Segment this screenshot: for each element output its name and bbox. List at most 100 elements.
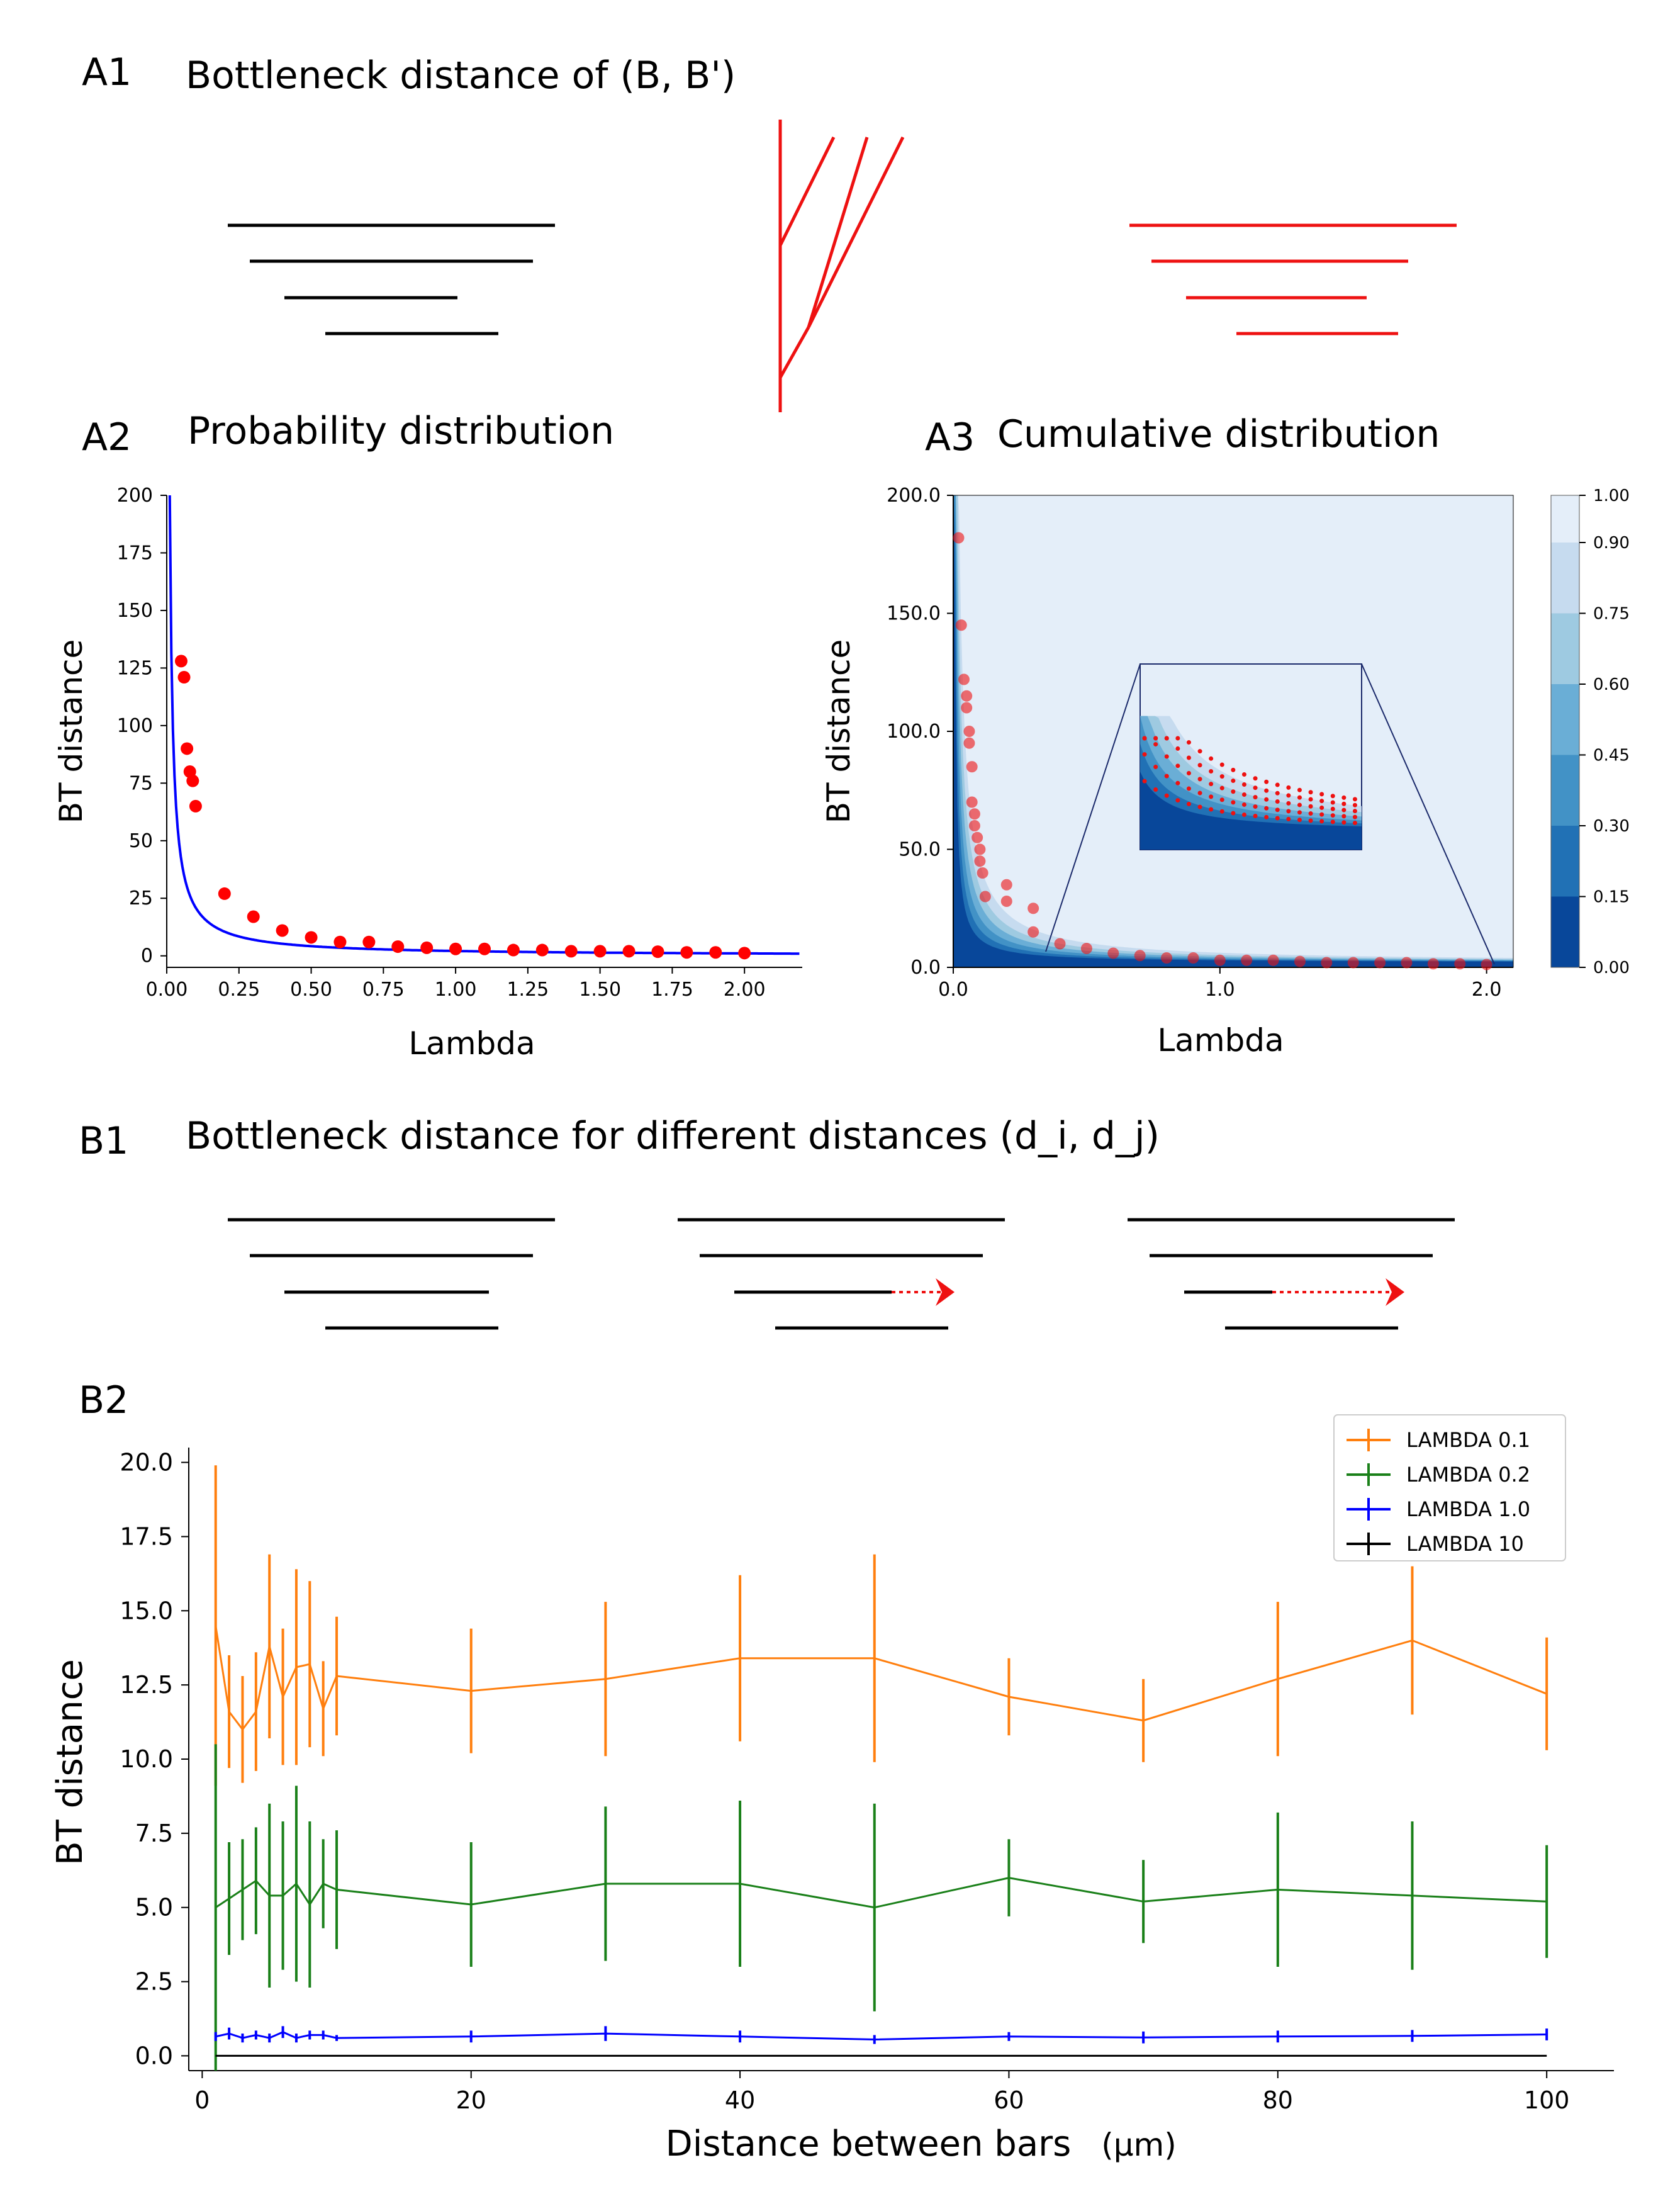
inset-point [1197, 790, 1202, 796]
data-point [1294, 955, 1306, 967]
inset-point [1275, 782, 1280, 787]
panel-title-a2: Probability distribution [188, 409, 614, 453]
y-tick-label: 175 [117, 542, 153, 564]
colorbar-segment [1551, 495, 1579, 543]
inset-point [1330, 794, 1335, 799]
panel-label-b1: B1 [79, 1119, 128, 1163]
colorbar-label: 0.45 [1593, 746, 1630, 765]
data-point [1374, 957, 1386, 969]
data-point [391, 940, 405, 954]
x-tick-label: 1.50 [579, 979, 621, 1001]
inset-point [1142, 736, 1147, 741]
inset-point [1241, 772, 1246, 777]
y-tick-label: 2.5 [135, 1968, 173, 1996]
y-tick-label: 125 [117, 657, 153, 679]
data-point [622, 945, 636, 958]
y-tick-label: 10.0 [120, 1745, 173, 1773]
data-point [593, 945, 607, 958]
inset-point [1352, 809, 1357, 814]
data-point [247, 910, 260, 923]
inset-point [1319, 799, 1324, 804]
data-point [1187, 952, 1199, 964]
inset-point [1186, 770, 1191, 775]
inset-point [1297, 787, 1302, 792]
data-point [189, 799, 202, 813]
data-point [1028, 903, 1039, 914]
inset-point [1341, 807, 1347, 813]
panel-label-a1: A1 [82, 50, 132, 94]
y-tick-label: 20.0 [120, 1449, 173, 1477]
data-point [979, 891, 991, 903]
inset-point [1286, 809, 1291, 814]
colorbar-label: 0.15 [1593, 888, 1630, 907]
inset-point [1175, 798, 1180, 803]
y-tick-label: 0.0 [910, 957, 941, 979]
data-point [218, 887, 231, 900]
inset-point [1186, 786, 1191, 791]
inset-point [1186, 801, 1191, 806]
inset-point [1231, 779, 1236, 784]
inset-point [1164, 793, 1169, 798]
data-point [961, 690, 973, 702]
x-tick-label: 0 [194, 2086, 210, 2114]
data-point [1427, 958, 1439, 970]
zoom-connector-right [1361, 663, 1495, 965]
data-point [963, 726, 975, 737]
data-point [1481, 959, 1492, 970]
data-point [1028, 926, 1039, 938]
inset-point [1330, 819, 1335, 824]
x-axis-label: Distance between bars [666, 2124, 1072, 2164]
data-point [276, 924, 289, 937]
colorbar-label: 0.90 [1593, 534, 1630, 553]
x-tick-label: 60 [994, 2086, 1024, 2114]
data-point [972, 831, 983, 843]
legend-label: LAMBDA 1.0 [1406, 1497, 1530, 1521]
chart-a3: 0.0 1.0 2.0 0.0 50.0 100.0 150.0 200.0 Lambda BT … [820, 485, 1630, 1059]
y-tick-label: 50.0 [899, 839, 941, 861]
inset-point [1286, 816, 1291, 821]
data-point [1000, 896, 1012, 907]
data-point [1080, 943, 1092, 954]
inset-point [1241, 782, 1246, 787]
panel-label-a3: A3 [925, 415, 975, 459]
y-tick-label: 15.0 [120, 1597, 173, 1624]
inset-point [1330, 806, 1335, 811]
panel-title-a1: Bottleneck distance of (B, B') [186, 53, 736, 98]
inset-point [1264, 779, 1269, 784]
tree-branch-3 [807, 137, 869, 328]
inset-point [1297, 802, 1302, 807]
legend-label: LAMBDA 10 [1406, 1532, 1524, 1556]
series-line [215, 1625, 1547, 1731]
inset-point [1253, 776, 1258, 781]
y-tick-label: 100.0 [887, 721, 941, 743]
y-tick-label: 50 [129, 830, 153, 852]
colorbar-segment [1551, 613, 1579, 684]
colorbar-segment [1551, 755, 1579, 826]
inset-point [1264, 806, 1269, 811]
data-point [305, 931, 318, 944]
tree-branch-1 [778, 136, 836, 247]
x-tick-label: 0.25 [218, 979, 260, 1001]
inset-point [1319, 792, 1324, 797]
x-axis-label: Lambda [1157, 1022, 1284, 1059]
data-point [1214, 954, 1226, 966]
inset-point [1275, 807, 1280, 813]
inset-point [1153, 736, 1158, 741]
data-point [535, 943, 549, 957]
inset-point [1175, 736, 1180, 741]
inset-point [1209, 768, 1214, 774]
y-tick-label: 150 [117, 600, 153, 622]
inset-point [1164, 736, 1169, 741]
data-point [449, 942, 462, 955]
inset-point [1209, 807, 1214, 812]
x-tick-label: 0.50 [290, 979, 332, 1001]
chart-b2: 0 20 40 60 80 100 0.0 2.5 5.0 7.5 10.0 12.5 15.0 17.5… [50, 1414, 1614, 2164]
inset-point [1197, 804, 1202, 809]
data-point [963, 737, 975, 749]
colorbar-segment [1551, 896, 1579, 967]
barcode-set-1 [228, 1218, 555, 1330]
panel-title-a3: Cumulative distribution [997, 412, 1440, 456]
fit-curve [168, 495, 800, 955]
x-tick-label: 80 [1263, 2086, 1293, 2114]
inset-point [1186, 755, 1191, 760]
